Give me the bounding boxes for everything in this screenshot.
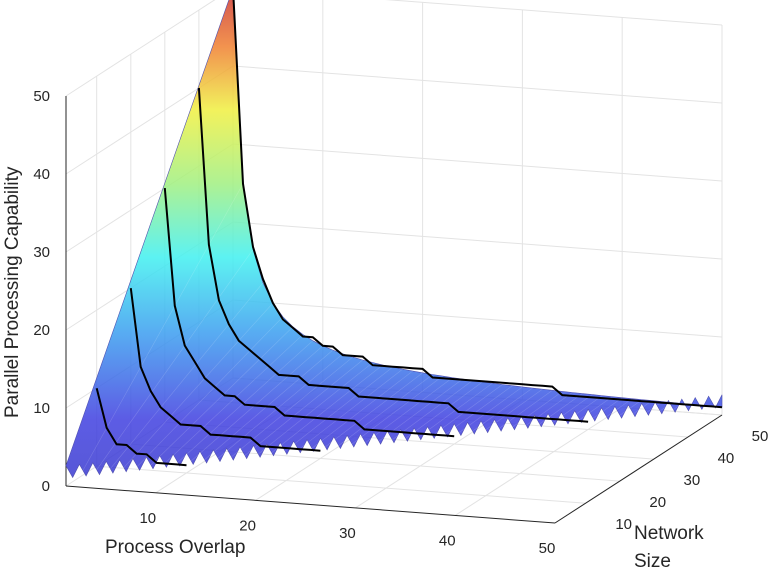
y-axis-line [554,414,723,524]
x-axis-line [65,485,556,524]
surface-mesh-line [213,353,343,463]
surface-mesh-line [360,377,453,447]
surface-mesh-line [480,388,543,434]
z-axis-title: Parallel Processing Capability [2,166,23,418]
x-tick-label: 10 [139,510,156,527]
surface-mesh-line [601,398,633,421]
x-tick-label: 50 [539,540,556,557]
z-tick-label: 20 [33,322,50,339]
surface-mesh-line [333,374,433,450]
z-tick-label: 40 [33,166,50,183]
y-tick-label: 40 [718,450,735,467]
surface-mesh-line [614,399,643,420]
z-tick-label: 10 [33,400,50,417]
surface-mesh-line [105,282,264,475]
z-tick-label: 30 [33,244,50,261]
surface-mesh-line [521,392,573,430]
z-tick-label: 0 [42,478,50,495]
surface-mesh-line [628,400,653,418]
surface-mesh-line [494,390,553,433]
surface-mesh-line [146,326,294,470]
surface-mesh-line [413,382,493,441]
y-axis-title-line1: Network [634,523,704,544]
contour-line-network-40 [197,87,589,423]
surface-mesh-line [253,362,373,459]
y-tick-label: 20 [649,494,666,511]
y-axis-title-line2: Size [634,551,671,572]
tick-labels: 0 10 20 30 40 50 10 20 30 40 50 10 20 30 40 50 [33,88,768,557]
x-axis-title: Process Overlap [105,537,245,558]
surface-mesh-line [654,402,673,415]
y-tick-label: 50 [752,428,768,445]
surface-mesh-line [641,401,663,417]
contour-line-network-30 [163,188,455,438]
surface-mesh-line [400,381,483,443]
surface-mesh-line [440,385,513,438]
y-tick-label: 10 [615,516,632,533]
surface-mesh-line [280,366,393,456]
y-axis-title-group: Network Size [634,523,704,572]
contour-line-network-10 [95,387,187,467]
y-tick-label: 30 [683,472,700,489]
surface-mesh-line [346,375,443,449]
surface-mesh-line [574,396,613,424]
grid-line-y-floor [96,465,586,504]
surface-mesh-line [668,403,683,414]
axes [65,96,723,524]
surface-mesh-line [547,394,593,427]
x-tick-label: 20 [239,517,256,534]
surface-mesh-line [320,372,423,451]
surface-mesh-line [159,334,304,469]
surface-mesh-line [239,359,363,460]
surface-mesh-line [373,378,463,446]
surface-mesh-line [293,368,403,454]
surface-mesh-line [587,397,623,422]
grid-line-x [554,25,723,524]
surface-mesh-line [534,393,583,428]
grid-line-x [454,17,623,516]
contour-lines [95,0,723,467]
surface [65,0,723,479]
x-tick-label: 30 [339,525,356,542]
surface-mesh-line [467,387,533,435]
z-tick-label: 50 [33,88,50,105]
surface-mesh-line [266,364,383,457]
surface-mesh-line [226,356,353,462]
surface-mesh-line [119,302,274,473]
surface-mesh-line [92,249,254,476]
contour-line-network-20 [129,287,321,452]
surface-mesh-line [454,386,523,437]
surface-mesh-line [507,391,563,431]
surface-mesh-line [132,316,284,472]
contour-line-network-50 [232,0,723,409]
grid-line-z [65,0,723,97]
x-tick-label: 40 [439,532,456,549]
surface-mesh-line [306,370,413,453]
